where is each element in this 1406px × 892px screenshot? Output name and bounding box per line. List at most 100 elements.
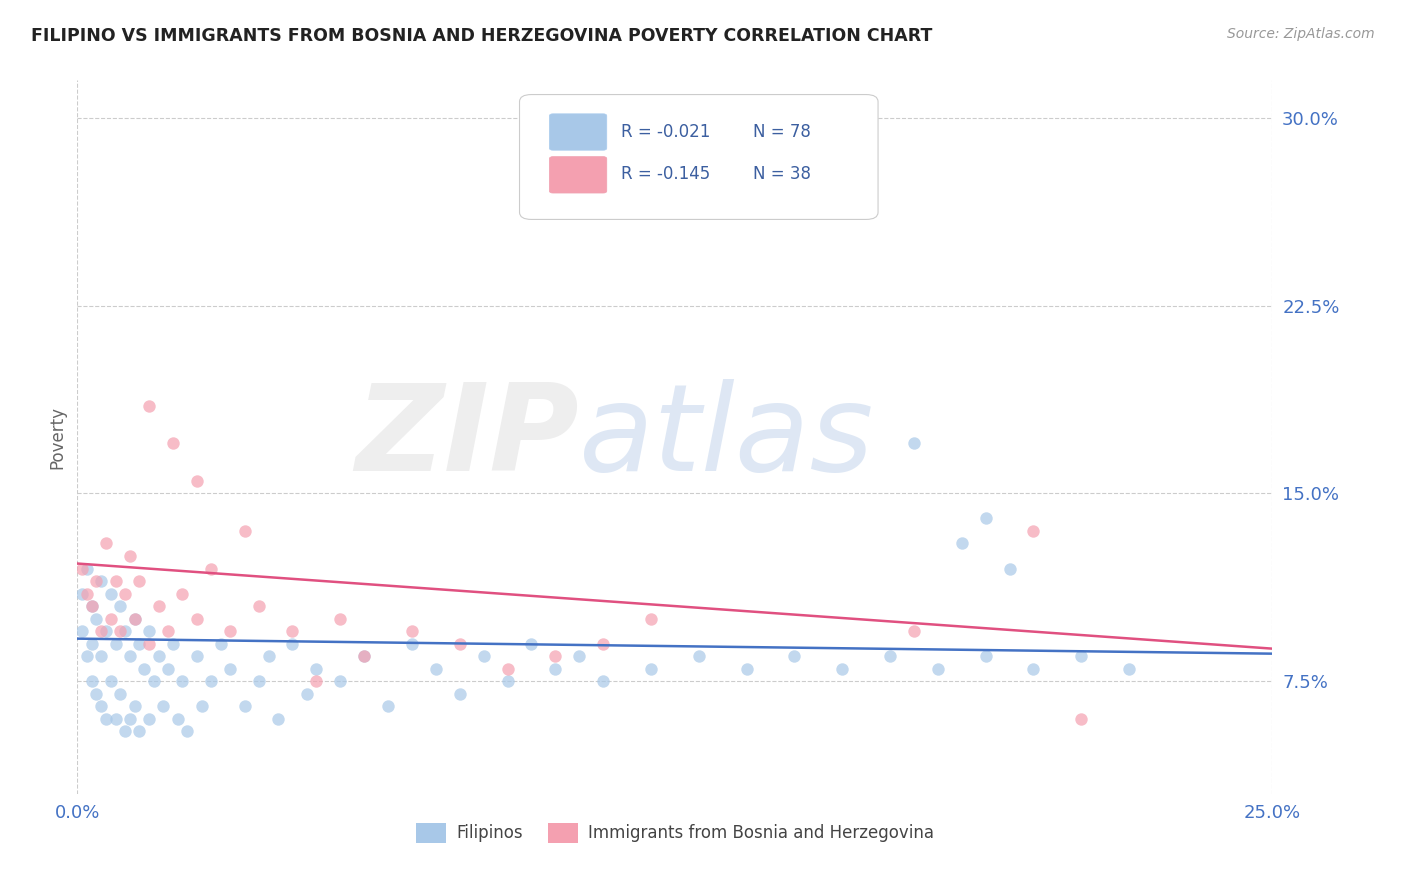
Point — [124, 699, 146, 714]
Point — [688, 649, 710, 664]
Point — [138, 637, 160, 651]
FancyBboxPatch shape — [520, 95, 879, 219]
Point — [353, 649, 375, 664]
Point — [496, 674, 519, 689]
Point — [640, 612, 662, 626]
Point — [76, 649, 98, 664]
Point — [76, 561, 98, 575]
Point — [138, 399, 160, 413]
Text: Source: ZipAtlas.com: Source: ZipAtlas.com — [1227, 27, 1375, 41]
Point — [70, 586, 93, 600]
Point — [544, 662, 567, 676]
Point — [118, 712, 141, 726]
Point — [104, 574, 127, 588]
Point — [1070, 649, 1092, 664]
Point — [295, 687, 318, 701]
Point — [974, 649, 997, 664]
Point — [974, 511, 997, 525]
Point — [329, 674, 352, 689]
Point — [110, 599, 132, 613]
Point — [80, 599, 103, 613]
Point — [1022, 662, 1045, 676]
Point — [114, 586, 136, 600]
Point — [200, 561, 222, 575]
Point — [86, 687, 108, 701]
Text: N = 38: N = 38 — [752, 166, 811, 184]
Point — [157, 624, 180, 639]
Point — [247, 674, 270, 689]
Point — [86, 612, 108, 626]
Text: N = 78: N = 78 — [752, 123, 810, 141]
Point — [90, 699, 112, 714]
Point — [568, 649, 591, 664]
Point — [233, 699, 256, 714]
Legend: Filipinos, Immigrants from Bosnia and Herzegovina: Filipinos, Immigrants from Bosnia and He… — [409, 816, 941, 850]
Point — [401, 624, 423, 639]
Point — [76, 586, 98, 600]
Text: ZIP: ZIP — [356, 378, 579, 496]
Text: R = -0.145: R = -0.145 — [621, 166, 710, 184]
Point — [281, 637, 304, 651]
Point — [128, 637, 150, 651]
Point — [90, 624, 112, 639]
Point — [110, 687, 132, 701]
Point — [592, 674, 614, 689]
Point — [544, 649, 567, 664]
Point — [94, 712, 117, 726]
Point — [118, 649, 141, 664]
Point — [70, 561, 93, 575]
Point — [903, 624, 925, 639]
Point — [496, 662, 519, 676]
Point — [186, 474, 208, 488]
Point — [80, 599, 103, 613]
Text: R = -0.021: R = -0.021 — [621, 123, 710, 141]
Point — [640, 662, 662, 676]
Y-axis label: Poverty: Poverty — [48, 406, 66, 468]
Point — [401, 637, 423, 651]
Point — [138, 624, 160, 639]
Point — [879, 649, 901, 664]
Point — [148, 599, 170, 613]
Point — [138, 712, 160, 726]
Point — [1022, 524, 1045, 538]
Point — [86, 574, 108, 588]
FancyBboxPatch shape — [550, 157, 607, 193]
Point — [104, 637, 127, 651]
Point — [233, 524, 256, 538]
Point — [1070, 712, 1092, 726]
Point — [281, 624, 304, 639]
Point — [927, 662, 949, 676]
Point — [152, 699, 174, 714]
Point — [94, 536, 117, 550]
Point — [90, 574, 112, 588]
Point — [124, 612, 146, 626]
Point — [176, 724, 198, 739]
Point — [100, 674, 122, 689]
Point — [186, 649, 208, 664]
Text: FILIPINO VS IMMIGRANTS FROM BOSNIA AND HERZEGOVINA POVERTY CORRELATION CHART: FILIPINO VS IMMIGRANTS FROM BOSNIA AND H… — [31, 27, 932, 45]
Point — [425, 662, 447, 676]
Point — [114, 624, 136, 639]
Point — [134, 662, 156, 676]
Point — [80, 674, 103, 689]
Point — [247, 599, 270, 613]
Point — [124, 612, 146, 626]
Point — [90, 649, 112, 664]
Point — [148, 649, 170, 664]
Point — [94, 624, 117, 639]
Point — [172, 674, 194, 689]
Point — [257, 649, 280, 664]
Point — [998, 561, 1021, 575]
Point — [80, 637, 103, 651]
Point — [1118, 662, 1140, 676]
Point — [219, 662, 242, 676]
Point — [305, 674, 328, 689]
Point — [305, 662, 328, 676]
Point — [592, 637, 614, 651]
Point — [219, 624, 242, 639]
Point — [104, 712, 127, 726]
FancyBboxPatch shape — [550, 114, 607, 150]
Point — [472, 649, 495, 664]
Point — [783, 649, 806, 664]
Point — [162, 436, 184, 450]
